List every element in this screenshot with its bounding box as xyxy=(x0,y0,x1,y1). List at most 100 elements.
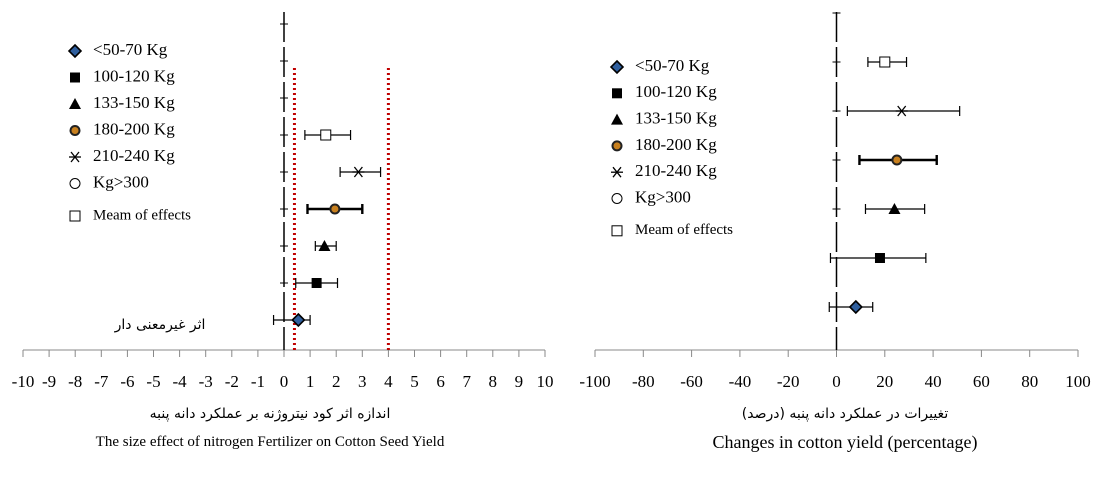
point xyxy=(874,253,885,263)
x-tick-label: -20 xyxy=(777,372,800,391)
legend-label: Kg>300 xyxy=(93,172,149,191)
x-tick-label: -6 xyxy=(120,372,134,391)
legend-label: 100-120 Kg xyxy=(93,66,175,85)
legend-marker xyxy=(611,166,623,178)
point xyxy=(895,105,908,117)
square xyxy=(70,72,80,83)
diamond xyxy=(848,299,863,315)
point xyxy=(311,278,322,288)
star-stroke xyxy=(353,166,363,178)
x-tick-label: -4 xyxy=(173,372,188,391)
legend-marker xyxy=(69,98,81,109)
x-tick-label: 7 xyxy=(462,372,471,391)
star-stroke xyxy=(70,151,80,163)
square xyxy=(874,253,885,263)
x-tick-label: -3 xyxy=(199,372,213,391)
triangle xyxy=(318,240,331,251)
open-square xyxy=(611,225,623,237)
point xyxy=(318,240,331,251)
legend-marker xyxy=(612,88,622,99)
legend-label: 100-120 Kg xyxy=(635,82,717,101)
circle xyxy=(69,125,81,136)
legend-marker xyxy=(69,151,81,163)
annotation: اثر غیرمعنی دار xyxy=(114,317,206,333)
x-tick-label: 0 xyxy=(832,372,841,391)
legend-marker xyxy=(69,178,81,189)
triangle xyxy=(888,203,901,214)
x-label-fa: تغییرات در عملکرد دانه پنبه (درصد) xyxy=(742,406,949,422)
x-tick-label: -100 xyxy=(579,372,610,391)
x-tick-label: 3 xyxy=(358,372,367,391)
legend-label: 180-200 Kg xyxy=(635,135,717,154)
x-tick-label: 40 xyxy=(925,372,942,391)
square xyxy=(612,88,622,99)
x-tick-label: 4 xyxy=(384,372,393,391)
open-circle xyxy=(611,193,623,204)
x-tick-label: 2 xyxy=(332,372,341,391)
legend-label: Meam of effects xyxy=(93,207,191,223)
legend-label: <50-70 Kg xyxy=(635,56,710,75)
point xyxy=(848,299,863,315)
point xyxy=(352,166,365,178)
legend-marker xyxy=(609,59,625,75)
x-tick-label: -60 xyxy=(680,372,703,391)
x-tick-label: -1 xyxy=(251,372,265,391)
legend-label: 133-150 Kg xyxy=(635,109,717,128)
x-label-en-box: Changes in cotton yield (percentage) xyxy=(712,432,978,452)
legend-label: Meam of effects xyxy=(635,222,733,238)
square xyxy=(311,278,322,288)
diamond xyxy=(291,312,306,328)
legend-marker xyxy=(611,193,623,204)
legend-label: <50-70 Kg xyxy=(93,40,168,59)
open-square xyxy=(320,129,332,141)
legend-marker xyxy=(611,225,623,237)
x-tick-label: 60 xyxy=(973,372,990,391)
point xyxy=(320,129,332,141)
point xyxy=(879,56,891,68)
legend-label: Kg>300 xyxy=(635,187,691,206)
diamond xyxy=(609,59,625,75)
diamond xyxy=(67,43,83,59)
star-stroke xyxy=(612,166,622,178)
legend-marker xyxy=(69,210,81,222)
x-tick-label: 5 xyxy=(410,372,419,391)
x-tick-label: -5 xyxy=(146,372,160,391)
x-label-en: The size effect of nitrogen Fertilizer o… xyxy=(95,434,445,450)
circle xyxy=(329,203,341,215)
point xyxy=(888,203,901,214)
open-square xyxy=(879,56,891,68)
open-circle xyxy=(69,178,81,189)
legend-marker xyxy=(611,140,623,152)
x-tick-label: -9 xyxy=(42,372,56,391)
legend-marker xyxy=(611,113,623,125)
x-tick-label: -7 xyxy=(94,372,109,391)
legend-marker xyxy=(70,72,80,83)
x-label-fa: اندازه اثر کود نیتروژنه بر عملکرد دانه پ… xyxy=(150,406,391,422)
x-label-en-box: The size effect of nitrogen Fertilizer o… xyxy=(95,434,445,450)
x-tick-label: -10 xyxy=(12,372,35,391)
legend-marker xyxy=(69,125,81,136)
x-tick-label: 1 xyxy=(306,372,315,391)
legend-label: 133-150 Kg xyxy=(93,93,175,112)
triangle xyxy=(611,113,623,125)
legend-label: 180-200 Kg xyxy=(93,119,175,138)
x-tick-label: -40 xyxy=(729,372,752,391)
legend-marker xyxy=(67,43,83,59)
circle xyxy=(891,154,903,166)
x-tick-label: 9 xyxy=(515,372,524,391)
x-tick-label: 20 xyxy=(876,372,893,391)
x-tick-label: 10 xyxy=(537,372,554,391)
legend-label: 210-240 Kg xyxy=(93,146,175,165)
x-tick-label: 100 xyxy=(1065,372,1091,391)
circle xyxy=(611,140,623,152)
point xyxy=(329,203,341,215)
star-stroke xyxy=(897,105,907,117)
x-tick-label: 6 xyxy=(436,372,445,391)
triangle xyxy=(69,98,81,109)
x-tick-label: 8 xyxy=(489,372,498,391)
legend-label: 210-240 Kg xyxy=(635,161,717,180)
point xyxy=(291,312,306,328)
x-label-en: Changes in cotton yield (percentage) xyxy=(712,432,978,452)
x-tick-label: -8 xyxy=(68,372,82,391)
